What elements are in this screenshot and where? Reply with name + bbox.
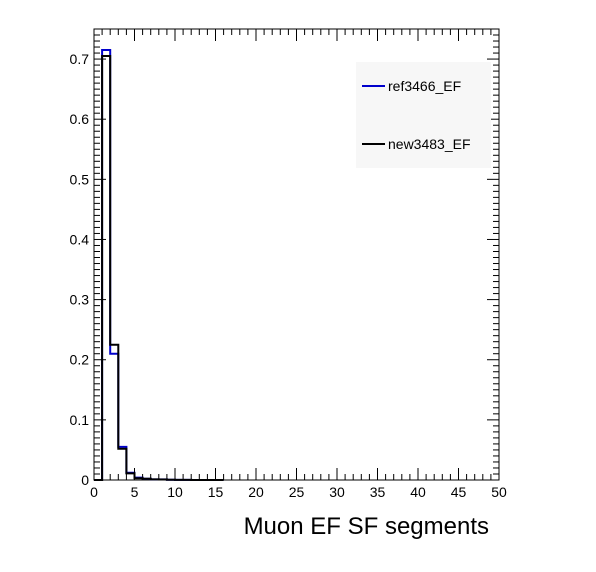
- y-tick-label: 0.1: [70, 412, 90, 428]
- y-tick-label: 0.6: [70, 111, 90, 127]
- y-tick-label: 0.7: [70, 51, 90, 67]
- legend: ref3466_EF new3483_EF: [356, 62, 491, 168]
- y-tick-label: 0.4: [70, 231, 90, 247]
- x-tick-label: 10: [167, 484, 183, 500]
- x-axis-title: Muon EF SF segments: [244, 513, 489, 540]
- series-0-histogram: [94, 49, 224, 481]
- legend-label-new: new3483_EF: [388, 136, 471, 152]
- series-1-histogram: [94, 55, 224, 481]
- series-layer: [94, 49, 224, 481]
- y-tick-labels: 0 0.1 0.2 0.3 0.4 0.5 0.6 0.7: [70, 51, 90, 488]
- legend-box: [356, 62, 491, 168]
- x-tick-label: 25: [289, 484, 305, 500]
- x-tick-labels: 0 5 10 15 20 25 30 35 40 45 50: [90, 484, 507, 500]
- x-tick-label: 50: [491, 484, 507, 500]
- x-tick-label: 30: [329, 484, 345, 500]
- x-tick-label: 35: [370, 484, 386, 500]
- x-tick-label: 20: [248, 484, 264, 500]
- x-tick-label: 5: [131, 484, 139, 500]
- y-tick-label: 0.2: [70, 352, 90, 368]
- y-tick-label: 0.3: [70, 292, 90, 308]
- x-tick-label: 40: [410, 484, 426, 500]
- axis-ticks: [93, 28, 500, 481]
- legend-label-ref: ref3466_EF: [388, 78, 461, 94]
- x-tick-label: 45: [451, 484, 467, 500]
- y-tick-label: 0: [81, 472, 89, 488]
- x-tick-label: 0: [90, 484, 98, 500]
- y-tick-label: 0.5: [70, 171, 90, 187]
- x-tick-label: 15: [208, 484, 224, 500]
